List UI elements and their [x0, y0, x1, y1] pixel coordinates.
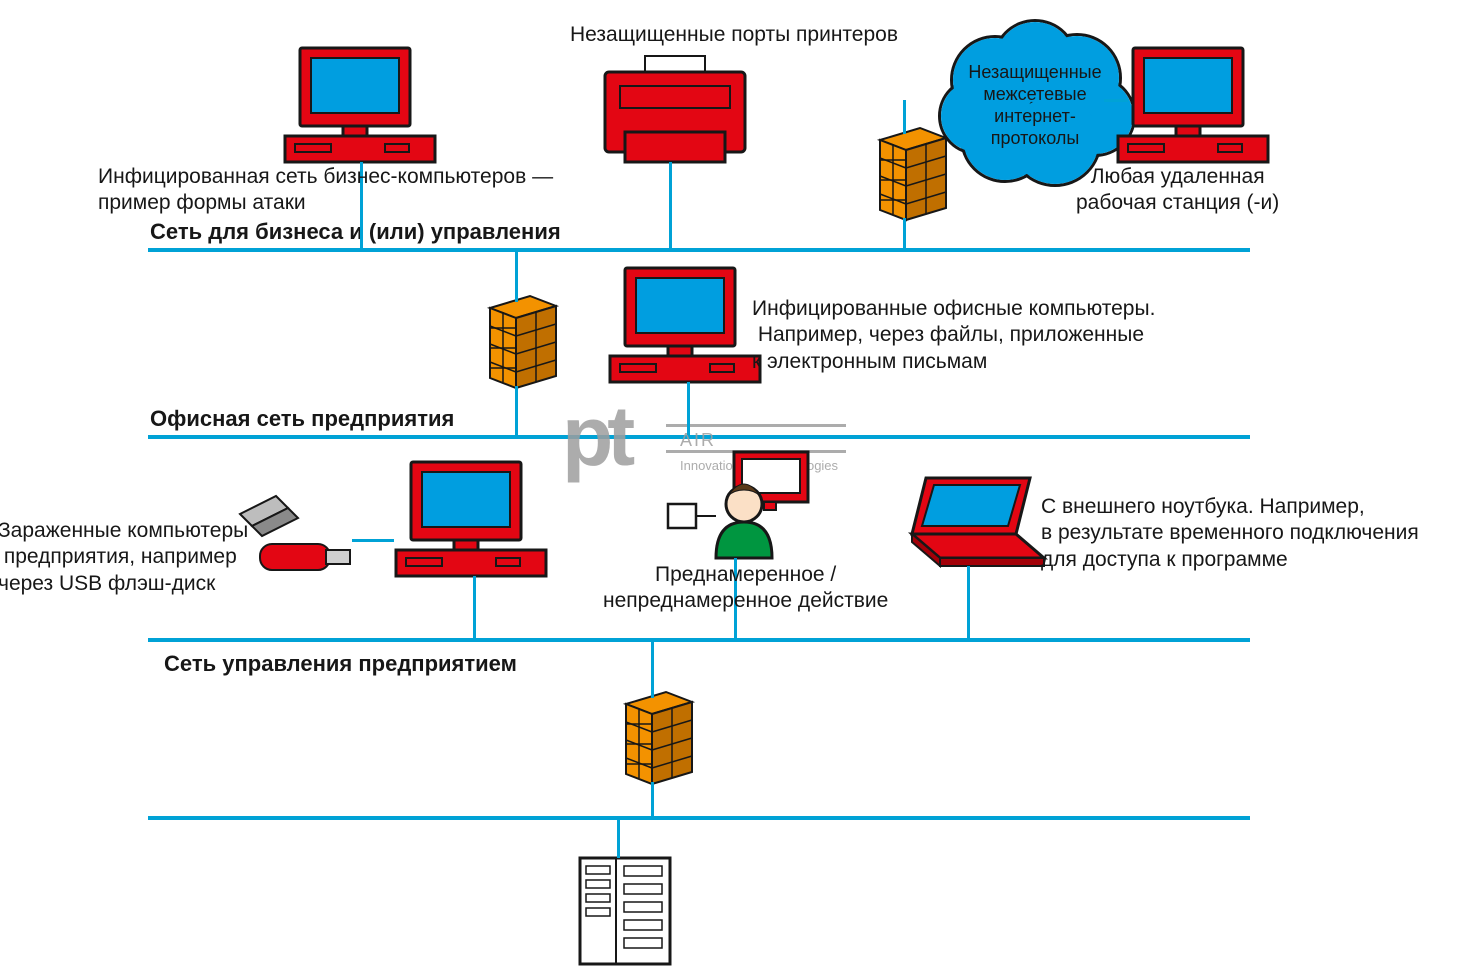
printer-label: Незащищенные порты принтеров — [570, 22, 898, 48]
printer-icon — [605, 56, 745, 166]
firewall-low-icon — [616, 692, 696, 786]
rack-icon — [580, 858, 670, 966]
bus-bus2 — [148, 435, 1250, 439]
conn-fw-low-down — [651, 782, 654, 816]
network-diagram: Сеть для бизнеса и (или) управления Офисн… — [0, 0, 1459, 966]
pc-remote-label: Любая удаленная рабочая станция (-и) — [1076, 164, 1279, 217]
conn-cloud-remote — [1104, 99, 1128, 102]
pc-enterprise-icon — [396, 462, 546, 582]
conn-fw-mid-up — [515, 250, 518, 302]
svg-text:межсетевые: межсетевые — [983, 84, 1086, 104]
pc-office-label: Инфицированные офисные компьютеры. Напри… — [752, 296, 1155, 375]
bus-bus3 — [148, 638, 1250, 642]
conn-fw-low-up — [651, 640, 654, 698]
conn-usb-pc — [352, 539, 394, 542]
conn-pc-office — [687, 382, 690, 435]
bus-bus1 — [148, 248, 1250, 252]
laptop-icon — [898, 478, 1048, 570]
person-label: Преднамеренное / непреднамеренное действ… — [603, 562, 888, 615]
conn-fw-top-up — [903, 100, 906, 134]
pc-business-label: Инфицированная сеть бизнес-компьютеров —… — [98, 164, 553, 217]
bus-bus4 — [148, 816, 1250, 820]
conn-pc-ent — [473, 576, 476, 638]
zone-label-bus1: Сеть для бизнеса и (или) управления — [150, 218, 561, 246]
zone-label-bus2: Офисная сеть предприятия — [150, 405, 454, 433]
conn-fw-mid-down — [515, 386, 518, 435]
watermark-air: AIR — [680, 430, 716, 451]
usb-icon — [240, 494, 360, 574]
usb-label: Зараженные компьютеры предприятия, напри… — [0, 518, 248, 597]
person-icon — [668, 452, 818, 562]
laptop-label: С внешнего ноутбука. Например, в результ… — [1041, 494, 1419, 573]
svg-text:интернет-: интернет- — [994, 106, 1076, 126]
pc-remote-icon — [1118, 48, 1268, 168]
conn-fw-top-down — [903, 218, 906, 248]
watermark-line — [666, 424, 846, 427]
conn-rack — [617, 818, 620, 858]
svg-text:протоколы: протоколы — [991, 128, 1080, 148]
conn-laptop — [967, 566, 970, 638]
firewall-mid-icon — [480, 296, 560, 390]
conn-printer — [669, 162, 672, 248]
svg-text:Незащищенные: Незащищенные — [968, 62, 1101, 82]
pc-office-icon — [610, 268, 760, 388]
pc-business-icon — [285, 48, 435, 168]
zone-label-bus3: Сеть управления предприятием — [164, 650, 517, 678]
